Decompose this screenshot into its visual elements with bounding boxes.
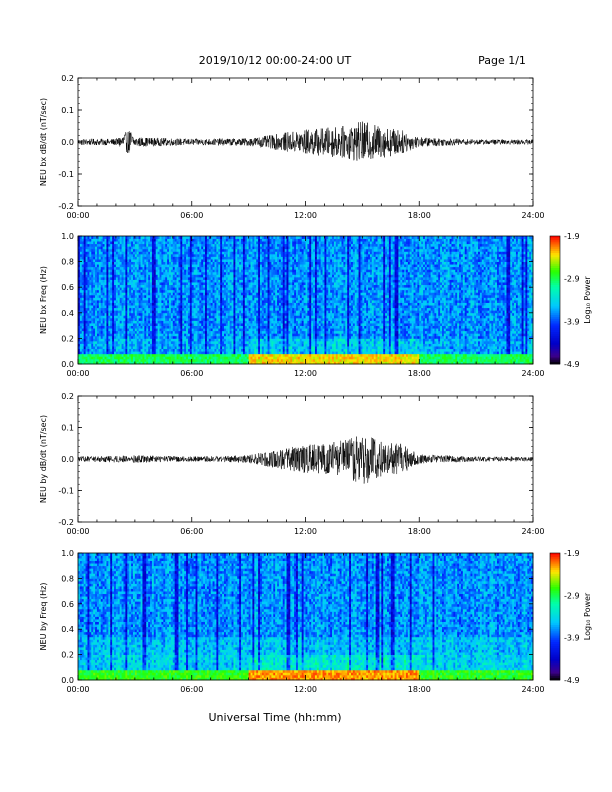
x-tick-label: 06:00: [180, 211, 203, 220]
series-trace: [78, 122, 533, 161]
y-tick-label: 0.1: [61, 106, 74, 115]
x-tick-label: 24:00: [521, 211, 544, 220]
x-tick-label: 12:00: [294, 211, 317, 220]
y-tick-label: 0.0: [61, 138, 74, 147]
x-tick-label: 00:00: [66, 211, 89, 220]
x-tick-label: 18:00: [408, 211, 431, 220]
spectrogram-cells: [78, 236, 533, 364]
y-tick-label: 0.2: [61, 74, 74, 83]
y-tick-label: -0.1: [58, 170, 74, 179]
header-date-range: 2019/10/12 00:00-24:00 UT: [199, 54, 352, 67]
panels: -0.2 -0.1 0.0 0.1 0.2 00:00 06:00 12:00 18:00 24:…: [39, 74, 592, 694]
y-axis-label: NEU bx dB/dt (nT/sec): [39, 98, 48, 186]
panel-1: -0.2 -0.1 0.0 0.1 0.2 00:00 06:00 12:00 18:00 24:…: [39, 74, 545, 220]
y-tick-label: -0.2: [58, 202, 74, 211]
header-page: Page 1/1: [478, 54, 526, 67]
